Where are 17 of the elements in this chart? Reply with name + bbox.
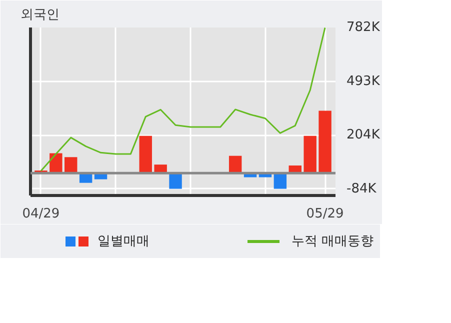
legend-label: 누적 매매동향 (292, 234, 374, 249)
y-tick-label: 782K (346, 20, 380, 35)
bar (304, 136, 316, 174)
y-tick-label: 493K (346, 74, 380, 89)
y-tick-label: 204K (346, 128, 380, 143)
bar (169, 173, 182, 189)
x-tick-label: 05/29 (306, 206, 344, 222)
bar (228, 156, 242, 174)
chart-title: 외국인 (20, 8, 60, 22)
bar (139, 136, 152, 174)
legend-label: 일별매매 (98, 234, 150, 249)
y-tick-label: -84K (346, 181, 377, 196)
bar (318, 110, 332, 174)
bar (64, 157, 78, 174)
x-tick-label: 04/29 (22, 206, 60, 222)
line-series (40, 28, 326, 172)
bar (274, 173, 287, 189)
